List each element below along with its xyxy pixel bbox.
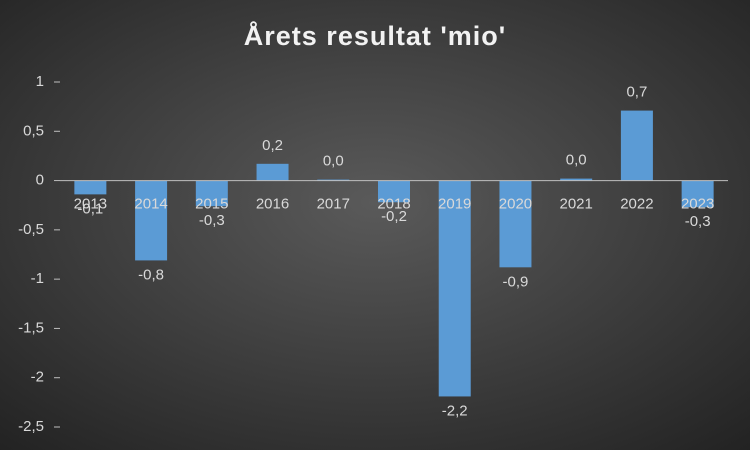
data-label: -0,8 — [138, 266, 164, 283]
x-tick-label: 2014 — [134, 196, 167, 213]
y-tick-label: 0,5 — [23, 122, 44, 139]
data-label: -2,2 — [442, 402, 468, 419]
data-label: -0,1 — [77, 200, 103, 217]
y-tick-label: -1,5 — [18, 319, 44, 336]
x-tick-label: 2022 — [620, 196, 653, 213]
bar — [256, 163, 289, 181]
data-label: 0,0 — [566, 152, 587, 169]
x-tick-label: 2023 — [681, 196, 714, 213]
y-tick-label: -2 — [31, 369, 44, 386]
x-tick-label: 2020 — [499, 196, 532, 213]
bar — [681, 180, 714, 208]
bar — [560, 178, 593, 181]
y-tick-label: -1 — [31, 270, 44, 287]
data-label: -0,3 — [685, 213, 711, 230]
data-label: 0,0 — [323, 153, 344, 170]
y-tick-label: 1 — [36, 73, 44, 90]
data-label: 0,7 — [626, 84, 647, 101]
data-label: -0,2 — [381, 208, 407, 225]
x-tick-label: 2019 — [438, 196, 471, 213]
bar — [195, 180, 228, 207]
data-label: 0,2 — [262, 137, 283, 154]
chart-title: Årets resultat 'mio' — [244, 20, 506, 51]
bar — [135, 180, 168, 261]
x-tick-label: 2018 — [377, 196, 410, 213]
bar — [438, 180, 471, 397]
data-label: -0,9 — [503, 273, 529, 290]
data-label: -0,3 — [199, 212, 225, 229]
x-tick-label: 2015 — [195, 196, 228, 213]
bar — [499, 180, 532, 268]
x-tick-label: 2017 — [317, 196, 350, 213]
y-tick-label: -2,5 — [18, 418, 44, 435]
bar — [620, 110, 653, 181]
x-tick-label: 2021 — [559, 196, 592, 213]
bar — [378, 180, 410, 203]
y-tick-label: -0,5 — [18, 221, 44, 238]
x-tick-label: 2013 — [74, 196, 107, 213]
x-tick-label: 2016 — [256, 196, 289, 213]
bar — [74, 180, 107, 195]
y-tick-label: 0 — [36, 172, 44, 189]
